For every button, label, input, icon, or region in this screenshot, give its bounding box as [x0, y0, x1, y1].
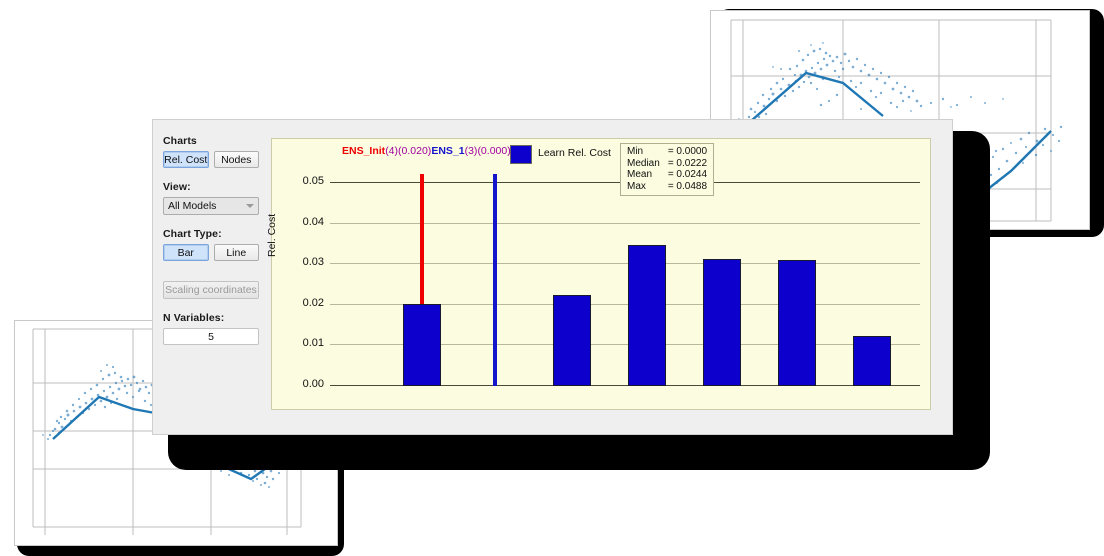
ens-init-name: ENS_Init [342, 145, 386, 157]
ens-init-marker-line [420, 174, 424, 386]
gridline-0.03 [330, 263, 920, 264]
gridline-0.02 [330, 304, 920, 305]
control-panel: Charts Rel. Cost Nodes View: All Models … [153, 120, 269, 434]
bar-4[interactable] [628, 245, 666, 386]
stats-row-max: Max = 0.0488 [627, 181, 707, 193]
chart-legend-title: ENS_Init(4)(0.020)ENS_1(3)(0.000) [342, 145, 511, 157]
ytick-label-3: 0.03 [302, 256, 324, 268]
stats-key-median: Median [627, 157, 660, 169]
bar-chart-button[interactable]: Bar [163, 244, 209, 261]
ens-1-value: (0.000) [477, 145, 511, 157]
n-variables-input[interactable]: 5 [163, 328, 259, 345]
bar-3[interactable] [553, 295, 591, 386]
stats-value-median: = 0.0222 [667, 157, 708, 169]
stats-row-median: Median = 0.0222 [627, 158, 707, 170]
ens-init-count: (4) [385, 145, 399, 157]
bar-1[interactable] [403, 304, 441, 386]
nodes-button[interactable]: Nodes [213, 151, 259, 168]
chart-type-label: Chart Type: [163, 228, 222, 240]
ens-1-name: ENS_1 [431, 145, 465, 157]
scaling-coordinates-button[interactable]: Scaling coordinates [163, 281, 259, 299]
main-window: Charts Rel. Cost Nodes View: All Models … [152, 119, 953, 435]
stats-row-min: Min = 0.0000 [627, 146, 707, 158]
stats-key-min: Min [627, 146, 644, 157]
ytick-label-1: 0.01 [302, 337, 324, 349]
ytick-label-0: 0.00 [302, 378, 324, 390]
gridline-0.04 [330, 223, 920, 224]
ens-1-count: (3) [464, 145, 478, 157]
ens-init-value: (0.020) [398, 145, 432, 157]
stats-key-max: Max [627, 180, 646, 192]
stats-key-mean: Mean [627, 169, 653, 181]
chart-plot-area: Rel. Cost 0.05 0.04 0.03 0.02 0.01 0.00 [266, 139, 930, 409]
chart-panel: Rel. Cost 0.05 0.04 0.03 0.02 0.01 0.00 [266, 138, 931, 410]
bar-6[interactable] [778, 260, 816, 386]
ens-1-marker-line [493, 174, 497, 386]
stats-row-mean: Mean = 0.0244 [627, 169, 707, 181]
stats-value-min: = 0.0000 [667, 146, 708, 157]
stats-value-mean: = 0.0244 [667, 169, 708, 181]
gridline-0.01 [330, 344, 920, 345]
n-variables-label: N Variables: [163, 312, 225, 324]
charts-label: Charts [163, 135, 197, 147]
charts-button-group: Rel. Cost Nodes [163, 151, 259, 168]
bar-5[interactable] [703, 259, 741, 386]
view-select[interactable]: All Models [163, 197, 259, 215]
statistics-box: Min = 0.0000 Median = 0.0222 Mean = 0.02… [620, 143, 715, 197]
bar-8[interactable] [853, 336, 891, 386]
chevron-down-icon [246, 204, 254, 208]
ytick-label-4: 0.04 [302, 216, 324, 228]
rel-cost-button[interactable]: Rel. Cost [163, 151, 209, 168]
ytick-label-2: 0.02 [302, 297, 324, 309]
stats-value-max: = 0.0488 [667, 180, 708, 192]
view-label: View: [163, 181, 191, 193]
view-select-value: All Models [168, 200, 217, 212]
chart-type-button-group: Bar Line [163, 244, 259, 261]
legend-color-swatch [510, 145, 532, 164]
line-chart-button[interactable]: Line [213, 244, 259, 261]
legend-series-label: Learn Rel. Cost [538, 147, 611, 159]
ytick-label-5: 0.05 [302, 175, 324, 187]
gridline-0.00 [330, 385, 920, 386]
